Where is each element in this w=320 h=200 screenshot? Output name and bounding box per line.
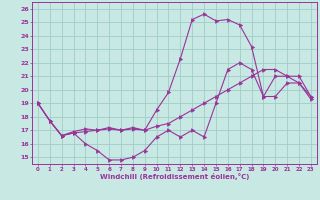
X-axis label: Windchill (Refroidissement éolien,°C): Windchill (Refroidissement éolien,°C) xyxy=(100,173,249,180)
